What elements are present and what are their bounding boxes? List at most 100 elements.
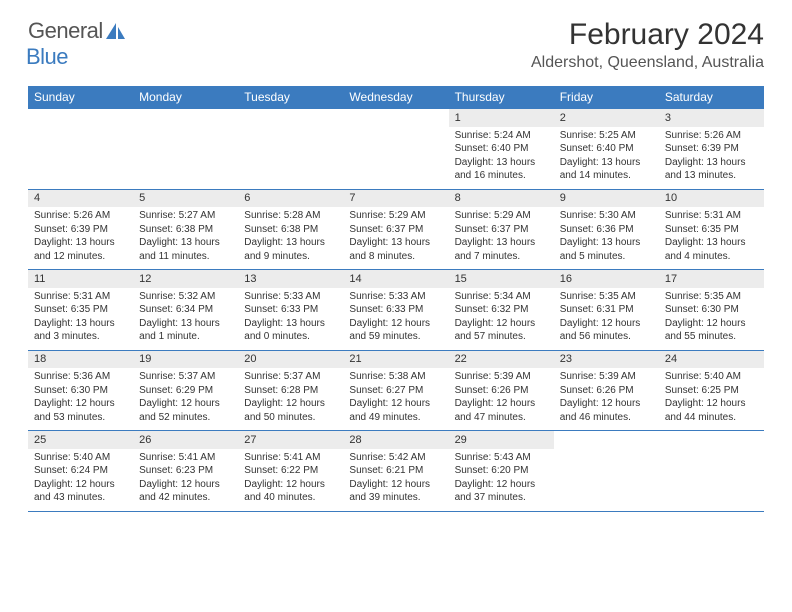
sunset-text: Sunset: 6:37 PM bbox=[455, 223, 548, 237]
day-number-cell: 2 bbox=[554, 109, 659, 127]
day-number-cell: 27 bbox=[238, 431, 343, 449]
day-number-cell: 20 bbox=[238, 350, 343, 368]
logo-text-blue: Blue bbox=[26, 44, 68, 69]
day-number-cell: 22 bbox=[449, 350, 554, 368]
daylight-text: Daylight: 13 hours and 8 minutes. bbox=[349, 236, 442, 263]
day-body-row: Sunrise: 5:26 AMSunset: 6:39 PMDaylight:… bbox=[28, 207, 764, 270]
logo-text-general: General bbox=[28, 18, 103, 44]
sunset-text: Sunset: 6:28 PM bbox=[244, 384, 337, 398]
daylight-text: Daylight: 13 hours and 1 minute. bbox=[139, 317, 232, 344]
sunset-text: Sunset: 6:40 PM bbox=[455, 142, 548, 156]
sunrise-text: Sunrise: 5:42 AM bbox=[349, 451, 442, 465]
sunset-text: Sunset: 6:40 PM bbox=[560, 142, 653, 156]
sunset-text: Sunset: 6:20 PM bbox=[455, 464, 548, 478]
sunset-text: Sunset: 6:26 PM bbox=[455, 384, 548, 398]
day-detail-cell: Sunrise: 5:26 AMSunset: 6:39 PMDaylight:… bbox=[659, 127, 764, 190]
day-detail-cell: Sunrise: 5:37 AMSunset: 6:28 PMDaylight:… bbox=[238, 368, 343, 431]
daylight-text: Daylight: 12 hours and 47 minutes. bbox=[455, 397, 548, 424]
day-number-cell: 6 bbox=[238, 189, 343, 207]
day-number-cell: 16 bbox=[554, 270, 659, 288]
sunrise-text: Sunrise: 5:36 AM bbox=[34, 370, 127, 384]
day-body-row: Sunrise: 5:40 AMSunset: 6:24 PMDaylight:… bbox=[28, 449, 764, 512]
day-number-cell bbox=[28, 109, 133, 127]
sunrise-text: Sunrise: 5:24 AM bbox=[455, 129, 548, 143]
day-number-cell: 18 bbox=[28, 350, 133, 368]
sunset-text: Sunset: 6:29 PM bbox=[139, 384, 232, 398]
sunrise-text: Sunrise: 5:27 AM bbox=[139, 209, 232, 223]
day-detail-cell: Sunrise: 5:27 AMSunset: 6:38 PMDaylight:… bbox=[133, 207, 238, 270]
sunrise-text: Sunrise: 5:41 AM bbox=[139, 451, 232, 465]
day-detail-cell: Sunrise: 5:41 AMSunset: 6:23 PMDaylight:… bbox=[133, 449, 238, 512]
daylight-text: Daylight: 13 hours and 11 minutes. bbox=[139, 236, 232, 263]
col-monday: Monday bbox=[133, 86, 238, 109]
day-number-cell: 29 bbox=[449, 431, 554, 449]
day-detail-cell: Sunrise: 5:31 AMSunset: 6:35 PMDaylight:… bbox=[28, 288, 133, 351]
sunset-text: Sunset: 6:27 PM bbox=[349, 384, 442, 398]
daylight-text: Daylight: 13 hours and 12 minutes. bbox=[34, 236, 127, 263]
sunset-text: Sunset: 6:33 PM bbox=[349, 303, 442, 317]
sunset-text: Sunset: 6:38 PM bbox=[139, 223, 232, 237]
daylight-text: Daylight: 13 hours and 13 minutes. bbox=[665, 156, 758, 183]
day-detail-cell: Sunrise: 5:31 AMSunset: 6:35 PMDaylight:… bbox=[659, 207, 764, 270]
daylight-text: Daylight: 13 hours and 7 minutes. bbox=[455, 236, 548, 263]
day-detail-cell: Sunrise: 5:38 AMSunset: 6:27 PMDaylight:… bbox=[343, 368, 448, 431]
day-detail-cell: Sunrise: 5:41 AMSunset: 6:22 PMDaylight:… bbox=[238, 449, 343, 512]
day-number-row: 11121314151617 bbox=[28, 270, 764, 288]
day-detail-cell bbox=[554, 449, 659, 512]
day-number-row: 2526272829 bbox=[28, 431, 764, 449]
sunset-text: Sunset: 6:25 PM bbox=[665, 384, 758, 398]
col-wednesday: Wednesday bbox=[343, 86, 448, 109]
day-number-cell: 14 bbox=[343, 270, 448, 288]
sunset-text: Sunset: 6:22 PM bbox=[244, 464, 337, 478]
sunrise-text: Sunrise: 5:29 AM bbox=[455, 209, 548, 223]
day-number-cell: 7 bbox=[343, 189, 448, 207]
day-detail-cell: Sunrise: 5:37 AMSunset: 6:29 PMDaylight:… bbox=[133, 368, 238, 431]
day-number-cell: 8 bbox=[449, 189, 554, 207]
sunrise-text: Sunrise: 5:43 AM bbox=[455, 451, 548, 465]
daylight-text: Daylight: 12 hours and 56 minutes. bbox=[560, 317, 653, 344]
day-number-cell: 23 bbox=[554, 350, 659, 368]
day-detail-cell: Sunrise: 5:30 AMSunset: 6:36 PMDaylight:… bbox=[554, 207, 659, 270]
day-detail-cell: Sunrise: 5:35 AMSunset: 6:30 PMDaylight:… bbox=[659, 288, 764, 351]
col-sunday: Sunday bbox=[28, 86, 133, 109]
day-number-cell: 9 bbox=[554, 189, 659, 207]
sunrise-text: Sunrise: 5:33 AM bbox=[244, 290, 337, 304]
day-number-cell: 5 bbox=[133, 189, 238, 207]
sunrise-text: Sunrise: 5:31 AM bbox=[34, 290, 127, 304]
sunrise-text: Sunrise: 5:31 AM bbox=[665, 209, 758, 223]
day-number-cell bbox=[238, 109, 343, 127]
day-number-cell: 21 bbox=[343, 350, 448, 368]
day-detail-cell: Sunrise: 5:43 AMSunset: 6:20 PMDaylight:… bbox=[449, 449, 554, 512]
logo: General bbox=[28, 18, 129, 44]
sunset-text: Sunset: 6:38 PM bbox=[244, 223, 337, 237]
sunrise-text: Sunrise: 5:40 AM bbox=[34, 451, 127, 465]
daylight-text: Daylight: 13 hours and 5 minutes. bbox=[560, 236, 653, 263]
daylight-text: Daylight: 12 hours and 37 minutes. bbox=[455, 478, 548, 505]
day-number-cell bbox=[343, 109, 448, 127]
sunset-text: Sunset: 6:32 PM bbox=[455, 303, 548, 317]
sunrise-text: Sunrise: 5:26 AM bbox=[665, 129, 758, 143]
day-number-cell: 4 bbox=[28, 189, 133, 207]
sunset-text: Sunset: 6:21 PM bbox=[349, 464, 442, 478]
day-detail-cell: Sunrise: 5:36 AMSunset: 6:30 PMDaylight:… bbox=[28, 368, 133, 431]
day-number-cell: 3 bbox=[659, 109, 764, 127]
sunset-text: Sunset: 6:30 PM bbox=[34, 384, 127, 398]
day-detail-cell: Sunrise: 5:28 AMSunset: 6:38 PMDaylight:… bbox=[238, 207, 343, 270]
day-detail-cell: Sunrise: 5:24 AMSunset: 6:40 PMDaylight:… bbox=[449, 127, 554, 190]
day-number-cell bbox=[554, 431, 659, 449]
day-detail-cell: Sunrise: 5:34 AMSunset: 6:32 PMDaylight:… bbox=[449, 288, 554, 351]
day-detail-cell bbox=[133, 127, 238, 190]
sunset-text: Sunset: 6:30 PM bbox=[665, 303, 758, 317]
sunrise-text: Sunrise: 5:37 AM bbox=[139, 370, 232, 384]
day-body-row: Sunrise: 5:24 AMSunset: 6:40 PMDaylight:… bbox=[28, 127, 764, 190]
day-number-cell: 10 bbox=[659, 189, 764, 207]
sunset-text: Sunset: 6:39 PM bbox=[665, 142, 758, 156]
day-number-cell: 17 bbox=[659, 270, 764, 288]
sunset-text: Sunset: 6:35 PM bbox=[34, 303, 127, 317]
day-detail-cell: Sunrise: 5:39 AMSunset: 6:26 PMDaylight:… bbox=[554, 368, 659, 431]
sunrise-text: Sunrise: 5:34 AM bbox=[455, 290, 548, 304]
day-number-cell: 19 bbox=[133, 350, 238, 368]
sunset-text: Sunset: 6:37 PM bbox=[349, 223, 442, 237]
sunrise-text: Sunrise: 5:41 AM bbox=[244, 451, 337, 465]
daylight-text: Daylight: 12 hours and 49 minutes. bbox=[349, 397, 442, 424]
